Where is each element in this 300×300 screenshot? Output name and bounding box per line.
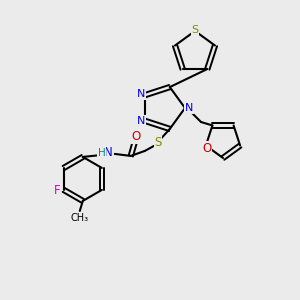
Text: CH₃: CH₃ (71, 213, 89, 223)
Text: N: N (137, 89, 146, 99)
Text: F: F (53, 184, 60, 197)
Text: N: N (185, 103, 193, 113)
Text: N: N (103, 146, 112, 159)
Text: O: O (202, 142, 212, 155)
Text: H: H (98, 148, 106, 158)
Text: S: S (191, 25, 199, 35)
Text: S: S (154, 136, 161, 149)
Text: O: O (131, 130, 140, 143)
Text: N: N (137, 116, 146, 126)
